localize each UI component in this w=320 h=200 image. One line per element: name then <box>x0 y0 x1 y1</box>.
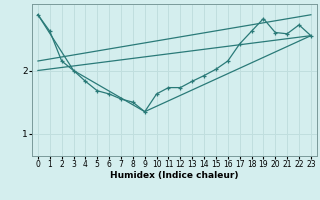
X-axis label: Humidex (Indice chaleur): Humidex (Indice chaleur) <box>110 171 239 180</box>
